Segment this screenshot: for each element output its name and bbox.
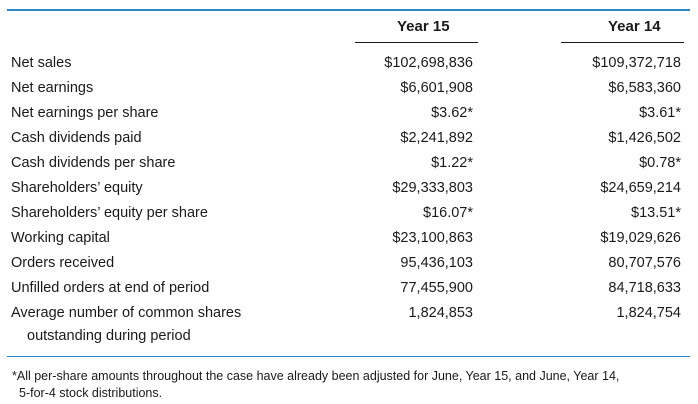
bottom-rule [7,356,690,357]
value-year14: 1,824,754 [616,305,681,321]
table-row: Orders received 95,436,103 80,707,576 [0,255,698,280]
table-row: Average number of common shares 1,824,85… [0,305,698,330]
row-label: Net earnings per share [11,105,159,121]
value-year15: 1,824,853 [408,305,473,321]
value-year14: $3.61* [639,105,681,121]
value-year15: $16.07* [423,205,473,221]
table-row: Shareholders’ equity per share $16.07* $… [0,205,698,230]
table-row: Cash dividends per share $1.22* $0.78* [0,155,698,180]
value-year15: $29,333,803 [392,180,473,196]
table-row: Unfilled orders at end of period 77,455,… [0,280,698,305]
row-label: Average number of common shares [11,305,242,321]
top-rule [7,9,690,11]
row-label: Unfilled orders at end of period [11,280,210,296]
table-row: Cash dividends paid $2,241,892 $1,426,50… [0,130,698,155]
table-row: Working capital $23,100,863 $19,029,626 [0,230,698,255]
row-label: Net earnings [11,80,94,96]
value-year15: 77,455,900 [400,280,473,296]
column-header-year15: Year 15 [397,18,450,35]
value-year14: $24,659,214 [600,180,681,196]
value-year15: $3.62* [431,105,473,121]
row-label: Orders received [11,255,115,271]
row-label-continuation: outstanding during period [27,328,191,344]
value-year15: $102,698,836 [384,55,473,71]
value-year14: $6,583,360 [608,80,681,96]
column-underline-year15 [355,42,478,43]
row-label: Shareholders’ equity per share [11,205,208,221]
value-year14: $109,372,718 [592,55,681,71]
value-year14: 80,707,576 [608,255,681,271]
value-year15: $2,241,892 [400,130,473,146]
value-year14: 84,718,633 [608,280,681,296]
table-row: Net earnings per share $3.62* $3.61* [0,105,698,130]
value-year15: $23,100,863 [392,230,473,246]
value-year14: $0.78* [639,155,681,171]
value-year15: 95,436,103 [400,255,473,271]
footnote-line-1: *All per-share amounts throughout the ca… [12,369,620,383]
value-year15: $1.22* [431,155,473,171]
row-label: Shareholders’ equity [11,180,143,196]
column-underline-year14 [561,42,684,43]
value-year14: $1,426,502 [608,130,681,146]
value-year15: $6,601,908 [400,80,473,96]
table-row: Net sales $102,698,836 $109,372,718 [0,55,698,80]
row-label: Net sales [11,55,72,71]
row-label: Cash dividends per share [11,155,176,171]
value-year14: $13.51* [631,205,681,221]
column-header-year14: Year 14 [608,18,661,35]
footnote: *All per-share amounts throughout the ca… [12,368,692,402]
row-label: Working capital [11,230,110,246]
table-row: Shareholders’ equity $29,333,803 $24,659… [0,180,698,205]
value-year14: $19,029,626 [600,230,681,246]
row-label: Cash dividends paid [11,130,142,146]
table-row: Net earnings $6,601,908 $6,583,360 [0,80,698,105]
footnote-line-2: 5-for-4 stock distributions. [19,386,163,400]
